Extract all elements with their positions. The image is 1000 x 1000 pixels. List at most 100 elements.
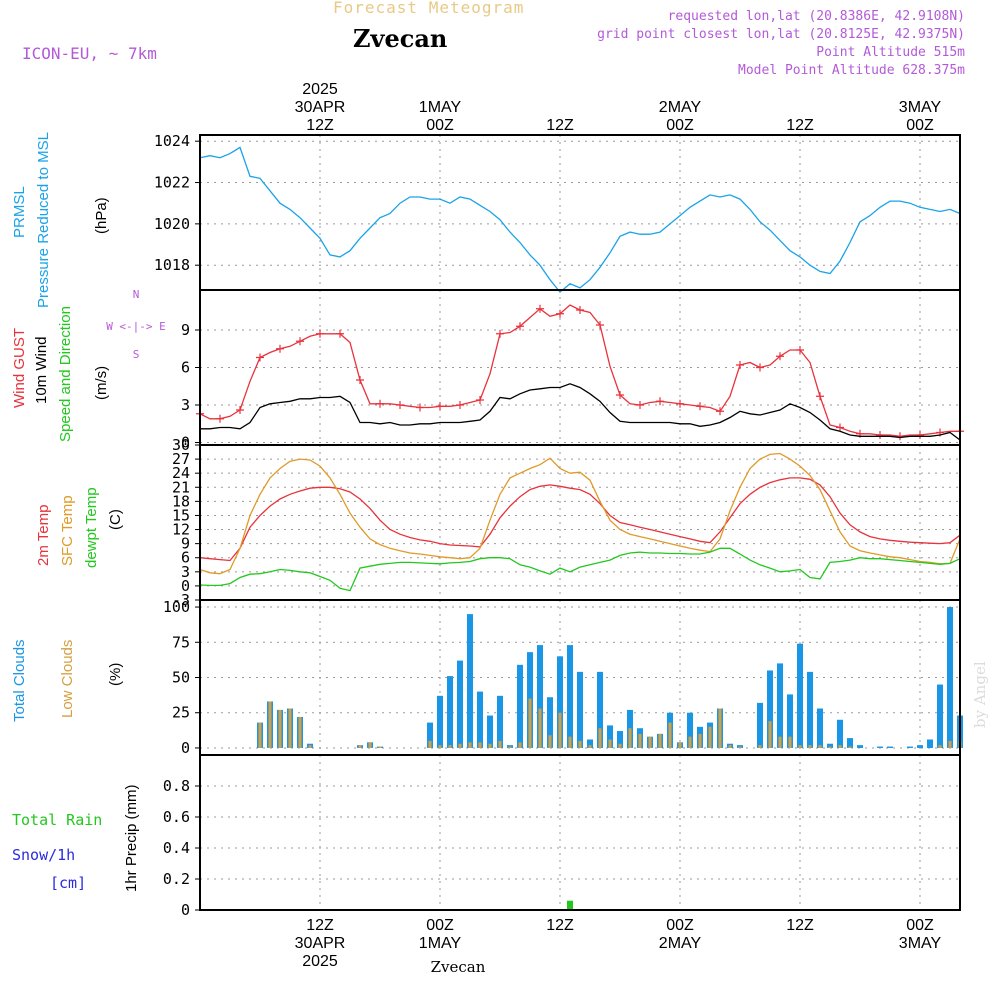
low-clouds-bar: [508, 746, 512, 748]
y-tick-label: 9: [181, 321, 190, 339]
low-clouds-bar: [448, 745, 452, 748]
total-clouds-bar: [927, 739, 933, 748]
y-tick-label: 0: [181, 739, 190, 757]
total-clouds-bar: [467, 614, 473, 748]
total-clouds-bar: [487, 715, 493, 748]
low-clouds-bar: [758, 745, 762, 748]
y-tick-label: 6: [181, 549, 190, 567]
total-clouds-bar: [777, 663, 783, 748]
total-clouds-bar: [427, 722, 433, 748]
low-clouds-bar: [948, 740, 952, 748]
panel-frame: [199, 754, 961, 911]
total-clouds-bar: [797, 643, 803, 748]
top-time-label: 2MAY: [659, 99, 702, 116]
low-clouds-bar: [638, 733, 642, 748]
y-tick-label: 0: [181, 901, 190, 919]
total-clouds-bar: [507, 745, 513, 748]
top-time-label: 3MAY: [899, 99, 942, 116]
bottom-time-label: 2025: [302, 953, 338, 970]
low-clouds-bar: [588, 745, 592, 748]
low-clouds-bar: [548, 735, 552, 748]
low-clouds-bar: [278, 709, 282, 748]
y-tick-label: 24: [172, 464, 190, 482]
wind-direction-label: Speed and Direction: [57, 306, 74, 442]
low-clouds-bar: [568, 736, 572, 748]
low-clouds-bar: [458, 743, 462, 748]
panel-wind: 0 3 6 9 Wind GUST 10m Wind Speed and Direction…: [11, 288, 964, 452]
gust-marker: [476, 396, 484, 404]
y-tick-label: 6: [181, 359, 190, 377]
pressure-label: PRMSL: [11, 186, 28, 238]
gust-marker: [316, 329, 324, 338]
y-tick-label: 30: [172, 436, 190, 454]
y-tick-label: 15: [172, 506, 190, 524]
low-clouds-bar: [478, 742, 482, 748]
point-altitude: Point Altitude 515m: [816, 45, 965, 60]
y-tick-label: 25: [172, 704, 190, 722]
gust-marker: [816, 392, 824, 401]
y-tick-label: 9: [181, 535, 190, 553]
model-point-altitude: Model Point Altitude 628.375m: [738, 63, 965, 78]
gust-marker: [396, 401, 404, 409]
total-clouds-bar: [917, 745, 923, 748]
low-clouds-bar: [538, 708, 542, 748]
total-clouds-bar: [517, 664, 523, 748]
top-time-label: 30APR: [295, 99, 346, 116]
y-tick-label: 0.2: [163, 870, 190, 888]
compass-west-east: W <-|-> E: [106, 320, 166, 333]
bottom-time-label: 12Z: [546, 917, 574, 934]
clouds-unit: (%): [107, 663, 124, 686]
low-clouds-bar: [738, 746, 742, 748]
low-clouds-bar: [688, 736, 692, 748]
gust-marker: [736, 361, 744, 369]
gust-marker: [916, 431, 924, 439]
dewpt-temp-line: [199, 547, 961, 592]
top-time-label: 12Z: [306, 117, 334, 134]
precip-axis-label: 1hr Precip (mm): [123, 784, 140, 892]
sfc-temp-label: SFC Temp: [59, 495, 76, 566]
low-clouds-bar: [778, 736, 782, 748]
y-tick-label: 0: [181, 434, 190, 452]
snow-unit: [cm]: [50, 874, 86, 892]
total-clouds-bar: [767, 670, 773, 748]
gust-marker: [336, 329, 344, 338]
bottom-time-label: 30APR: [295, 935, 346, 952]
gust-marker: [436, 402, 444, 411]
requested-coordinates: requested lon,lat (20.8386E, 42.9108N): [667, 9, 965, 24]
low-clouds-bar: [698, 733, 702, 748]
gust-marker: [536, 304, 544, 313]
total-rain-label: Total Rain: [12, 811, 102, 829]
gust-marker: [656, 397, 664, 406]
total-clouds-bar: [497, 695, 503, 748]
low-clouds-bar: [488, 743, 492, 748]
gust-marker: [556, 309, 564, 318]
gust-marker: [896, 432, 904, 441]
gust-marker: [756, 363, 764, 372]
pressure-unit: (hPa): [93, 197, 110, 234]
total-clouds-bar: [557, 656, 563, 748]
gust-marker: [456, 401, 464, 409]
y-tick-label: 0.6: [163, 808, 190, 826]
total-clouds-bar: [837, 719, 843, 748]
low-clouds-bar: [838, 745, 842, 748]
bottom-time-label: 12Z: [306, 917, 334, 934]
low-clouds-bar: [438, 745, 442, 748]
y-tick-label: 3: [181, 396, 190, 414]
gust-marker: [356, 376, 364, 384]
low-clouds-bar: [308, 745, 312, 748]
low-clouds-bar: [558, 712, 562, 748]
top-time-label: 1MAY: [419, 99, 462, 116]
gust-marker: [676, 399, 684, 408]
gust-marker: [836, 423, 844, 432]
y-tick-label: 0.4: [163, 839, 190, 857]
bottom-time-label: 00Z: [666, 917, 694, 934]
gust-marker: [516, 322, 524, 331]
low-clouds-bar: [848, 746, 852, 748]
gust-marker: [576, 306, 584, 314]
panel-frame: [199, 134, 961, 291]
total-clouds-bar: [587, 739, 593, 748]
low-clouds-bar: [498, 740, 502, 748]
y-tick-label: 18: [172, 492, 190, 510]
